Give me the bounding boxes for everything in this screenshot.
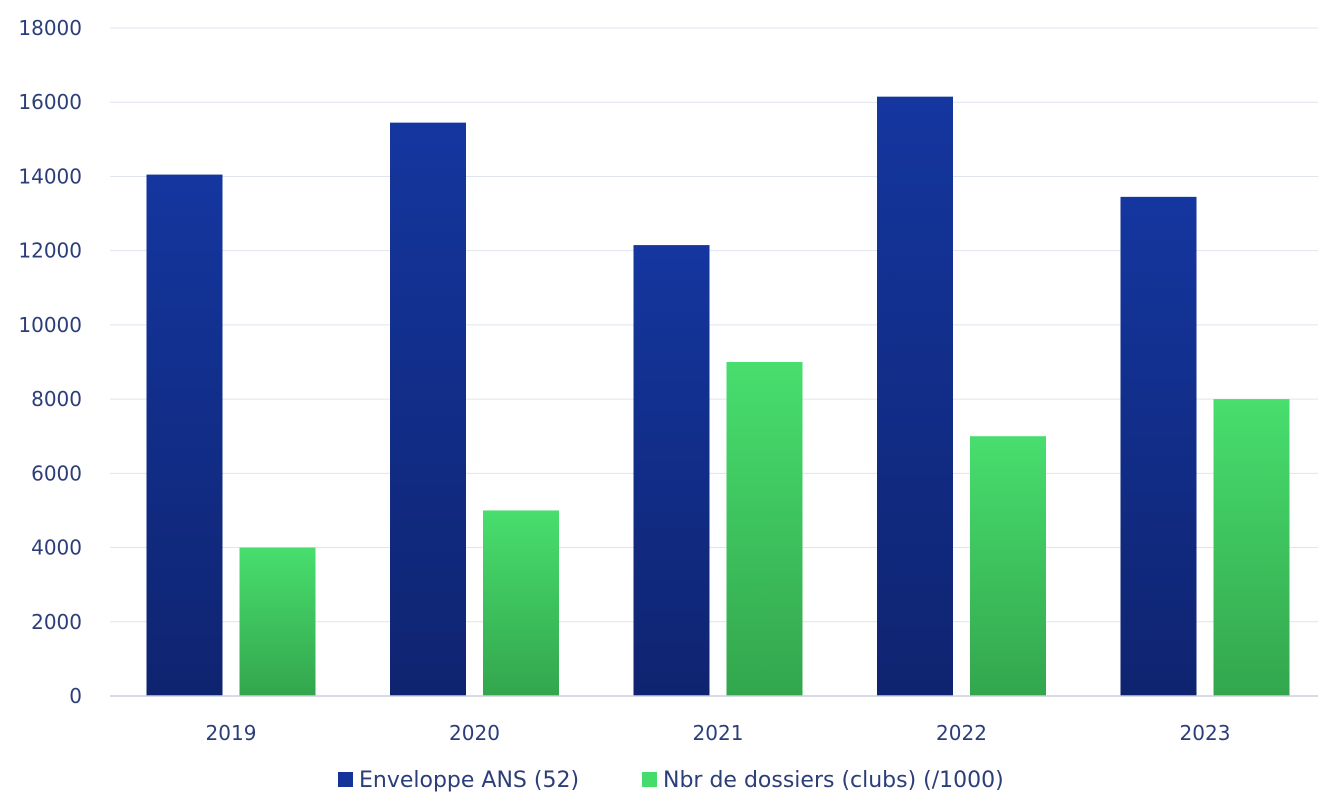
legend-label-enveloppe-ans: Enveloppe ANS (52) [359, 768, 579, 793]
bar-enveloppe-ans-2022 [877, 96, 953, 696]
x-tick-label: 2021 [693, 721, 744, 745]
y-tick-label: 6000 [31, 461, 82, 485]
y-tick-label: 14000 [18, 164, 82, 188]
y-tick-label: 16000 [18, 90, 82, 114]
bar-nbr-dossiers-2022 [970, 436, 1046, 696]
x-tick-label: 2020 [449, 721, 500, 745]
bar-enveloppe-ans-2020 [390, 122, 466, 697]
x-tick-label: 2022 [936, 721, 987, 745]
x-tick-label: 2019 [206, 721, 257, 745]
y-tick-label: 12000 [18, 239, 82, 263]
y-tick-label: 10000 [18, 313, 82, 337]
y-axis-tick-labels: 0 2000 4000 6000 8000 10000 12000 14000 16000 180… [18, 16, 82, 708]
y-tick-label: 2000 [31, 610, 82, 634]
bar-enveloppe-ans-2023 [1120, 196, 1197, 696]
y-tick-label: 0 [69, 684, 82, 708]
legend-label-nbr-dossiers: Nbr de dossiers (clubs) (/1000) [663, 768, 1004, 793]
bar-enveloppe-ans-2021 [633, 245, 710, 696]
legend-swatch-nbr-dossiers [642, 772, 657, 787]
y-tick-label: 18000 [18, 16, 82, 40]
x-axis-tick-labels: 2019 2020 2021 2022 2023 [206, 721, 1231, 745]
y-tick-label: 8000 [31, 387, 82, 411]
bars [146, 96, 1290, 697]
bar-nbr-dossiers-2019 [239, 547, 316, 696]
legend-swatch-enveloppe-ans [338, 772, 353, 787]
bar-nbr-dossiers-2021 [726, 362, 803, 696]
bar-enveloppe-ans-2019 [146, 174, 223, 697]
x-tick-label: 2023 [1180, 721, 1231, 745]
bar-nbr-dossiers-2020 [483, 510, 559, 696]
bar-nbr-dossiers-2023 [1213, 399, 1290, 696]
legend: Enveloppe ANS (52) Nbr de dossiers (clubs… [338, 768, 1004, 793]
y-tick-label: 4000 [31, 536, 82, 560]
